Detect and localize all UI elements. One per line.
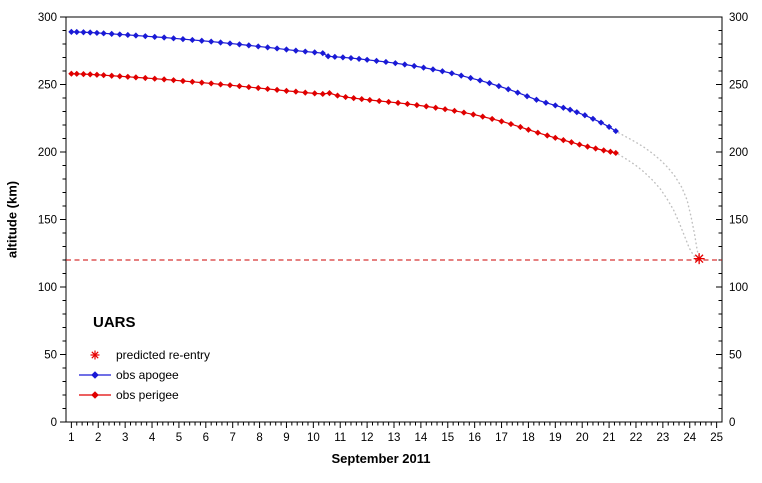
svg-text:200: 200 <box>729 147 748 159</box>
svg-text:100: 100 <box>729 282 748 294</box>
reentry-marker <box>693 253 705 265</box>
svg-text:18: 18 <box>522 432 535 444</box>
svg-text:3: 3 <box>122 432 128 444</box>
x-axis-title: September 2011 <box>331 451 431 466</box>
svg-text:23: 23 <box>656 432 669 444</box>
svg-text:12: 12 <box>361 432 374 444</box>
legend-label: predicted re-entry <box>116 348 211 362</box>
svg-text:300: 300 <box>38 12 57 24</box>
svg-text:50: 50 <box>729 350 742 362</box>
svg-text:0: 0 <box>51 417 57 429</box>
obs-apogee-series <box>68 28 619 135</box>
svg-text:100: 100 <box>38 282 57 294</box>
svg-text:15: 15 <box>441 432 454 444</box>
reentry-asterisk-icon <box>90 350 100 360</box>
svg-text:24: 24 <box>683 432 696 444</box>
legend-title: UARS <box>93 314 136 331</box>
svg-text:10: 10 <box>307 432 320 444</box>
svg-text:16: 16 <box>468 432 481 444</box>
obs-perigee-series <box>68 70 619 157</box>
axis-ticks <box>60 16 722 428</box>
predicted-re-entry-series <box>693 253 705 265</box>
legend-item-obs-apogee: obs apogee <box>78 365 210 385</box>
svg-text:250: 250 <box>38 80 57 92</box>
svg-text:4: 4 <box>149 432 156 444</box>
legend-item-obs-perigee: obs perigee <box>78 385 210 405</box>
svg-text:5: 5 <box>176 432 182 444</box>
svg-text:11: 11 <box>334 432 346 444</box>
legend-label: obs apogee <box>116 368 179 382</box>
svg-text:50: 50 <box>44 350 57 362</box>
apogee-line-dot-icon <box>79 371 111 379</box>
axis-tick-labels: 1 2 3 4 5 6 7 8 9 10 11 12 13 14 15 16 17 18 19 20 21 22 23 24 2… <box>38 12 748 444</box>
svg-text:20: 20 <box>576 432 589 444</box>
svg-text:0: 0 <box>729 417 735 429</box>
plot-frame <box>65 16 723 423</box>
y-axis-title: altitude (km) <box>4 180 20 259</box>
legend-item-predicted-reentry: predicted re-entry <box>78 345 210 365</box>
svg-text:250: 250 <box>729 80 748 92</box>
predicted-perigee-track-series <box>617 153 700 260</box>
svg-text:2: 2 <box>95 432 101 444</box>
svg-text:150: 150 <box>729 215 748 227</box>
perigee-line-dot-icon <box>79 391 111 399</box>
svg-text:1: 1 <box>68 432 74 444</box>
svg-text:300: 300 <box>729 12 748 24</box>
svg-text:14: 14 <box>414 432 427 444</box>
svg-text:25: 25 <box>710 432 723 444</box>
svg-text:150: 150 <box>38 215 57 227</box>
svg-text:8: 8 <box>256 432 262 444</box>
svg-text:6: 6 <box>203 432 209 444</box>
svg-text:22: 22 <box>630 432 643 444</box>
svg-text:200: 200 <box>38 147 57 159</box>
predicted-apogee-track-series <box>617 131 700 259</box>
svg-text:9: 9 <box>283 432 289 444</box>
svg-text:7: 7 <box>229 432 235 444</box>
svg-text:19: 19 <box>549 432 562 444</box>
legend-label: obs perigee <box>116 388 179 402</box>
svg-text:13: 13 <box>388 432 401 444</box>
data-series <box>68 28 705 265</box>
legend: UARS predicted re-entry obs apogee <box>78 314 210 405</box>
svg-text:17: 17 <box>495 432 508 444</box>
svg-text:21: 21 <box>603 432 616 444</box>
